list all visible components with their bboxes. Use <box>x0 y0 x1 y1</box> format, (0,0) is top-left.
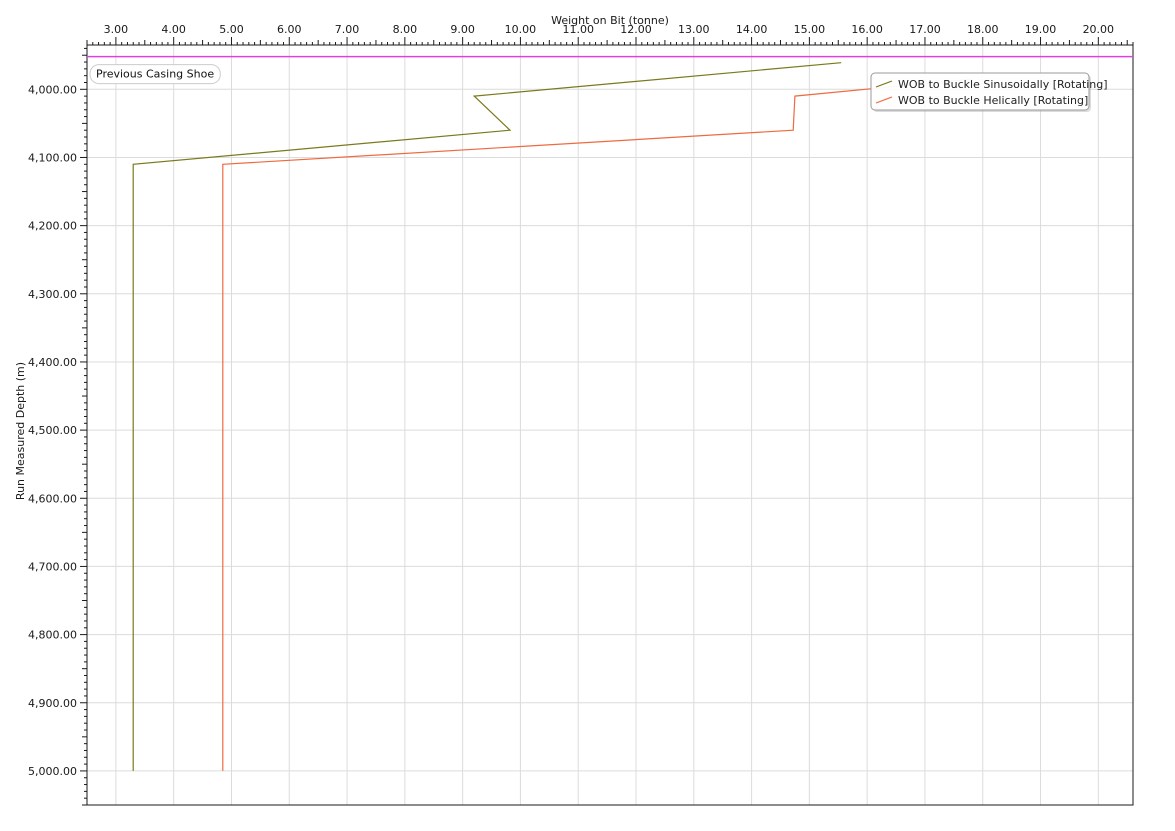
legend: WOB to Buckle Sinusoidally [Rotating] WOB… <box>870 72 1108 112</box>
y-axis-title: Run Measured Depth (m) <box>14 362 27 500</box>
grid-layer <box>87 45 1133 805</box>
axes-layer: 3.00 4.00 5.00 6.00 7.00 8.00 9.00 10.00 11.00 12… <box>28 23 1134 806</box>
legend-swatch <box>875 96 893 104</box>
y-tick-label: 4,500.00 <box>28 424 77 437</box>
x-tick-label: 18.00 <box>967 23 999 36</box>
casing-shoe-label-box <box>89 64 221 85</box>
series-layer <box>132 62 972 771</box>
x-tick-label: 14.00 <box>736 23 768 36</box>
legend-box <box>870 72 1090 111</box>
y-tick-label: 4,100.00 <box>28 151 77 164</box>
x-tick-label: 11.00 <box>562 23 594 36</box>
series-line-sinusoidal <box>132 62 842 771</box>
y-tick-label: 5,000.00 <box>28 765 77 778</box>
legend-swatch <box>875 80 893 88</box>
x-tick-label: 5.00 <box>219 23 244 36</box>
x-axis-title: Weight on Bit (tonne) <box>551 14 669 27</box>
y-tick-label: 4,400.00 <box>28 356 77 369</box>
plot-frame <box>86 44 1134 806</box>
x-tick-label: 13.00 <box>678 23 710 36</box>
x-tick-label: 10.00 <box>505 23 537 36</box>
legend-entry: WOB to Buckle Helically [Rotating] <box>898 94 1088 107</box>
y-tick-label: 4,200.00 <box>28 220 77 233</box>
x-tick-label: 19.00 <box>1025 23 1057 36</box>
legend-entry: WOB to Buckle Sinusoidally [Rotating] <box>898 78 1108 91</box>
x-tick-label: 6.00 <box>277 23 302 36</box>
x-tick-label: 12.00 <box>620 23 652 36</box>
reference-layer: Previous Casing Shoe <box>87 55 1133 85</box>
x-tick-label: 9.00 <box>450 23 475 36</box>
y-tick-label: 4,300.00 <box>28 288 77 301</box>
x-tick-label: 15.00 <box>794 23 826 36</box>
x-tick-label: 8.00 <box>393 23 418 36</box>
x-tick-label: 4.00 <box>161 23 186 36</box>
y-tick-label: 4,900.00 <box>28 697 77 710</box>
y-tick-label: 4,000.00 <box>28 83 77 96</box>
y-tick-label: 4,800.00 <box>28 629 77 642</box>
casing-shoe-marker: Previous Casing Shoe <box>89 64 221 85</box>
x-tick-label: 16.00 <box>851 23 883 36</box>
x-tick-label: 3.00 <box>104 23 129 36</box>
y-tick-label: 4,700.00 <box>28 560 77 573</box>
x-tick-label: 20.00 <box>1083 23 1115 36</box>
x-tick-label: 7.00 <box>335 23 360 36</box>
series-line-helical <box>222 78 972 771</box>
y-tick-label: 4,600.00 <box>28 492 77 505</box>
x-tick-label: 17.00 <box>909 23 941 36</box>
casing-shoe-label: Previous Casing Shoe <box>96 68 214 81</box>
